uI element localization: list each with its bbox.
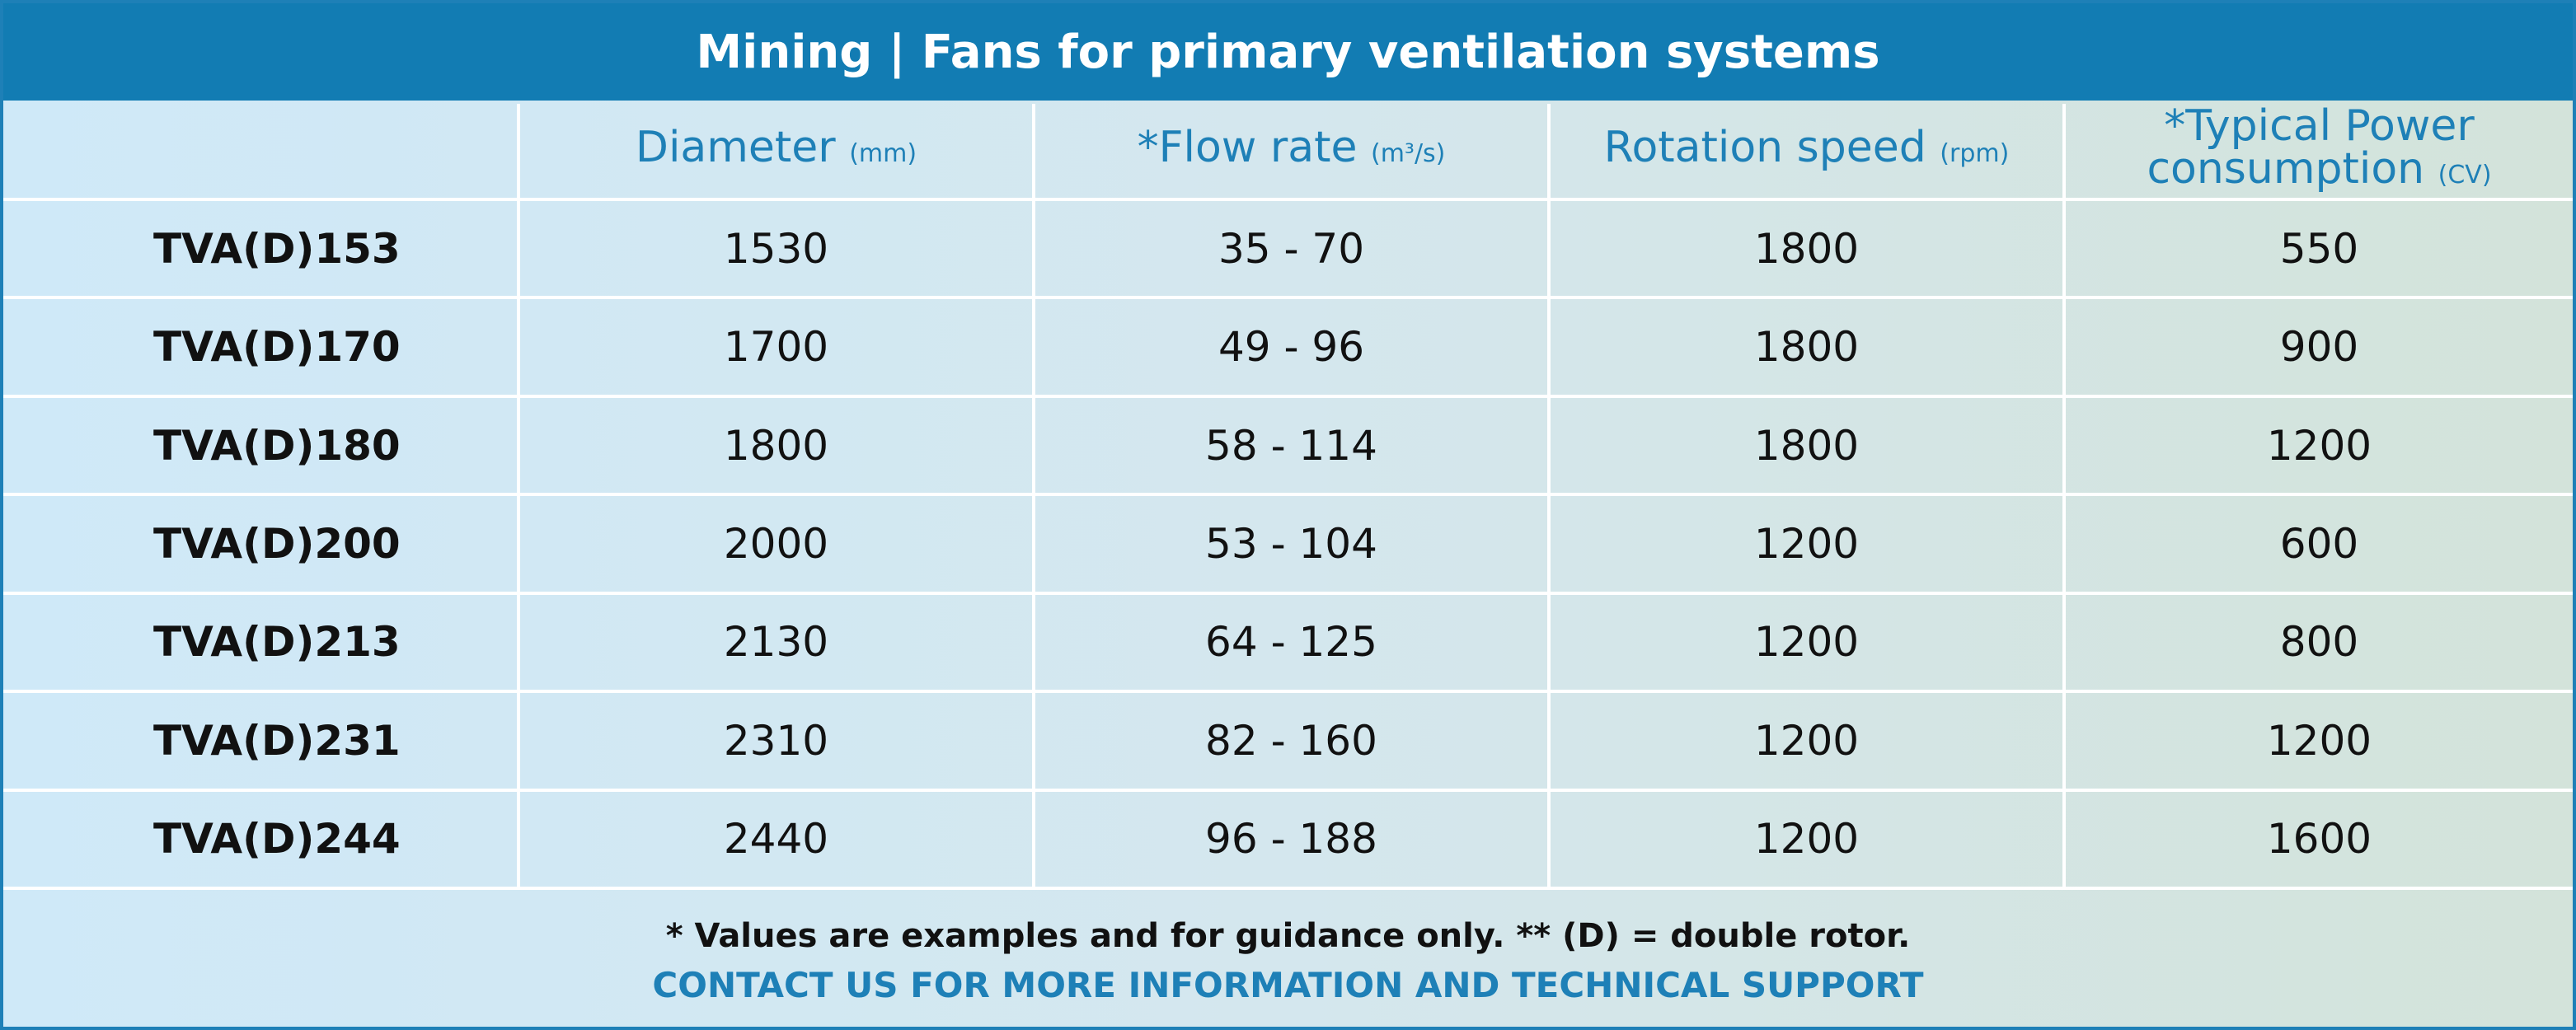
contact-line: CONTACT US FOR MORE INFORMATION AND TECH… [652,965,1924,1005]
cell-power: 600 [2062,494,2573,595]
cell-flow-rate: 82 - 160 [1032,691,1549,792]
spec-table: Diameter (mm) *Flow rate (m³/s) Rotation… [3,101,2573,891]
cell-rotation-speed: 1800 [1547,199,2064,300]
table-row: TVA(D)244 2440 96 - 188 1200 1600 [3,789,2573,891]
table-header-row: Diameter (mm) *Flow rate (m³/s) Rotation… [3,101,2573,201]
cell-rotation-speed: 1800 [1547,396,2064,497]
cell-diameter: 1530 [517,199,1034,300]
header-rotation-speed-label: Rotation speed [1603,123,1926,172]
cell-diameter: 2310 [517,691,1034,792]
cell-flow-rate: 96 - 188 [1032,789,1549,891]
table-row: TVA(D)213 2130 64 - 125 1200 800 [3,592,2573,694]
header-diameter: Diameter (mm) [517,104,1034,201]
cell-power: 800 [2062,592,2573,694]
table-row: TVA(D)180 1800 58 - 114 1800 1200 [3,396,2573,497]
header-rotation-speed: Rotation speed (rpm) [1547,104,2064,201]
cell-model: TVA(D)231 [3,691,518,792]
table-row: TVA(D)153 1530 35 - 70 1800 550 [3,199,2573,300]
header-diameter-unit: (mm) [849,139,917,168]
cell-rotation-speed: 1200 [1547,592,2064,694]
cell-rotation-speed: 1200 [1547,691,2064,792]
cell-flow-rate: 49 - 96 [1032,297,1549,398]
header-diameter-label: Diameter [635,123,836,172]
cell-flow-rate: 64 - 125 [1032,592,1549,694]
header-flow-rate-unit: (m³/s) [1370,139,1446,168]
cell-diameter: 2440 [517,789,1034,891]
cell-model: TVA(D)244 [3,789,518,891]
header-power-label: *Typical Power consumption [2147,101,2475,194]
cell-diameter: 1800 [517,396,1034,497]
cell-diameter: 2000 [517,494,1034,595]
header-rotation-speed-unit: (rpm) [1940,139,2010,168]
header-flow-rate-label: *Flow rate [1137,123,1358,172]
title-bar: Mining | Fans for primary ventilation sy… [3,3,2573,101]
cell-rotation-speed: 1200 [1547,789,2064,891]
cell-rotation-speed: 1800 [1547,297,2064,398]
table-row: TVA(D)231 2310 82 - 160 1200 1200 [3,691,2573,792]
cell-power: 1600 [2062,789,2573,891]
cell-model: TVA(D)213 [3,592,518,694]
cell-diameter: 2130 [517,592,1034,694]
table-row: TVA(D)200 2000 53 - 104 1200 600 [3,494,2573,595]
header-power: *Typical Power consumption (CV) [2062,101,2573,201]
cell-diameter: 1700 [517,297,1034,398]
header-flow-rate: *Flow rate (m³/s) [1032,104,1549,201]
cell-power: 900 [2062,297,2573,398]
cell-rotation-speed: 1200 [1547,494,2064,595]
cell-flow-rate: 58 - 114 [1032,396,1549,497]
cell-power: 1200 [2062,396,2573,497]
cell-model: TVA(D)170 [3,297,518,398]
cell-flow-rate: 35 - 70 [1032,199,1549,300]
cell-model: TVA(D)180 [3,396,518,497]
footnote: * Values are examples and for guidance o… [665,917,1911,955]
header-power-unit: (CV) [2438,161,2492,190]
page-title: Mining | Fans for primary ventilation sy… [696,25,1880,79]
cell-power: 550 [2062,199,2573,300]
cell-model: TVA(D)153 [3,199,518,300]
table-row: TVA(D)170 1700 49 - 96 1800 900 [3,297,2573,398]
cell-model: TVA(D)200 [3,494,518,595]
footer: * Values are examples and for guidance o… [3,893,2573,1027]
header-model [3,104,518,201]
cell-flow-rate: 53 - 104 [1032,494,1549,595]
cell-power: 1200 [2062,691,2573,792]
